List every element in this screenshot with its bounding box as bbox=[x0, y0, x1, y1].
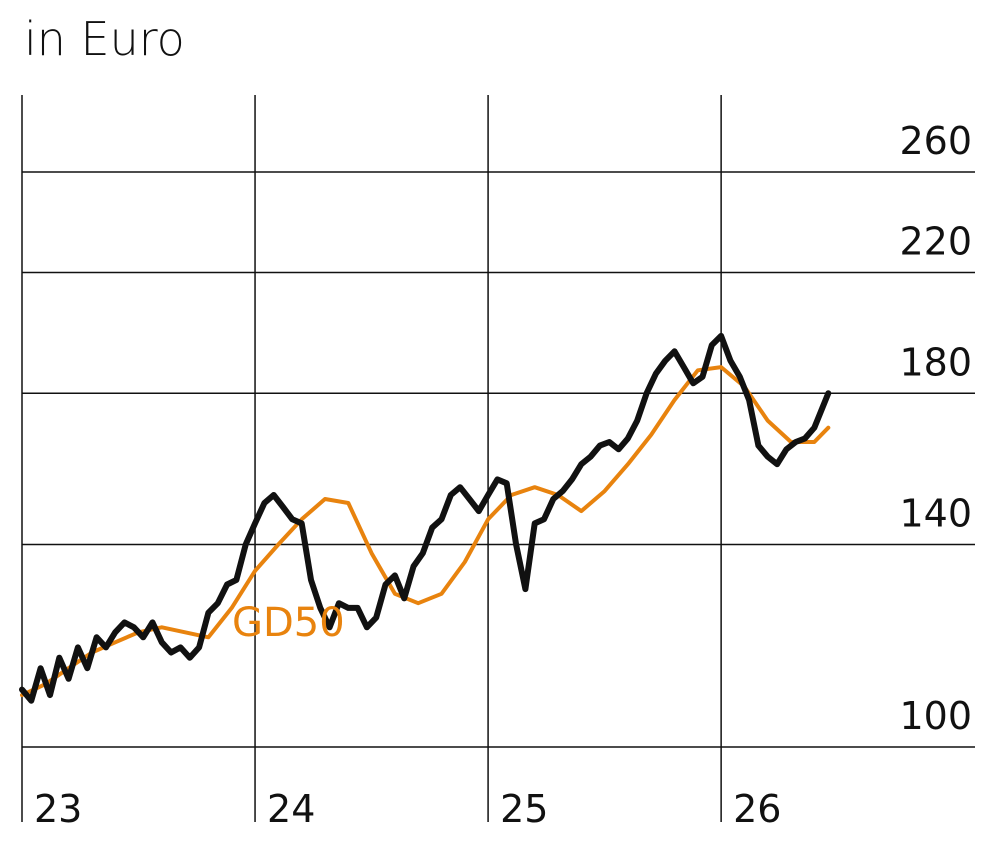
gd50-line bbox=[20, 365, 831, 698]
series-labels: GD50 bbox=[232, 600, 345, 646]
y-tick-label: 220 bbox=[899, 220, 972, 264]
series bbox=[19, 332, 832, 704]
x-axis-labels: 23 24 25 26 bbox=[34, 787, 781, 831]
x-tick-label: 24 bbox=[267, 787, 315, 831]
y-tick-label: 180 bbox=[899, 340, 972, 384]
y-tick-label: 100 bbox=[899, 694, 972, 738]
chart-title: in Euro bbox=[24, 12, 185, 66]
y-tick-label: 140 bbox=[899, 492, 972, 536]
x-tick-label: 25 bbox=[500, 787, 548, 831]
x-tick-label: 26 bbox=[733, 787, 781, 831]
grid bbox=[21, 95, 975, 822]
x-tick-label: 23 bbox=[34, 787, 82, 831]
gd50-label: GD50 bbox=[232, 600, 345, 646]
price-line bbox=[19, 332, 832, 704]
y-tick-label: 260 bbox=[899, 119, 972, 163]
y-axis-labels: 100 140 180 220 260 bbox=[899, 119, 972, 738]
